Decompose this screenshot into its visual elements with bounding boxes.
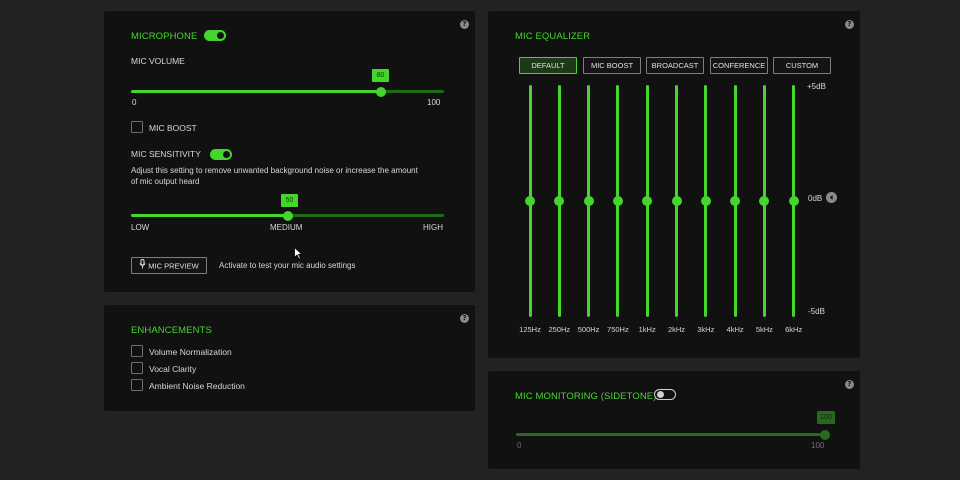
mic-volume-min-label: 0 xyxy=(132,98,137,107)
preset-broadcast-button[interactable]: BROADCAST xyxy=(646,57,704,74)
eq-band-frequency-label: 4kHz xyxy=(726,325,744,334)
eq-band-frequency-label: 500Hz xyxy=(577,325,600,334)
mic-monitoring-min-label: 0 xyxy=(517,441,522,450)
eq-band-frequency-label: 2kHz xyxy=(667,325,686,334)
mic-sensitivity-description-line2: of mic output heard xyxy=(131,177,200,186)
eq-band-frequency-label: 3kHz xyxy=(697,325,715,334)
mic-preview-button[interactable]: MIC PREVIEW xyxy=(131,257,207,274)
eq-zero-db-label: 0dB xyxy=(808,194,823,203)
mic-equalizer-title: MIC EQUALIZER xyxy=(515,31,591,42)
eq-band-frequency-label: 125Hz xyxy=(519,325,541,334)
eq-top-db-label: +5dB xyxy=(807,82,826,91)
mic-preview-button-label: MIC PREVIEW xyxy=(148,261,199,271)
mic-volume-fill xyxy=(131,90,382,93)
toggle-knob xyxy=(217,32,224,39)
mic-sensitivity-low-label: LOW xyxy=(131,223,150,232)
eq-band-thumb[interactable] xyxy=(700,196,711,206)
eq-band-thumb[interactable] xyxy=(730,196,741,206)
mic-sensitivity-toggle[interactable] xyxy=(210,149,232,160)
mic-volume-slider[interactable] xyxy=(131,90,444,93)
eq-band-frequency-label: 250Hz xyxy=(548,325,571,334)
help-icon[interactable]: ? xyxy=(845,380,854,389)
toggle-knob xyxy=(223,151,230,158)
mic-preview-hint: Activate to test your mic audio settings xyxy=(219,261,356,270)
mic-sensitivity-thumb[interactable] xyxy=(282,210,293,221)
volume-normalization-checkbox[interactable] xyxy=(131,345,143,357)
mic-sensitivity-value-badge: 50 xyxy=(281,194,298,207)
mic-sensitivity-label: MIC SENSITIVITY xyxy=(131,149,201,159)
mic-sensitivity-medium-label: MEDIUM xyxy=(270,223,303,232)
eq-reset-arrow-icon[interactable] xyxy=(826,192,837,203)
mic-volume-value-badge: 80 xyxy=(372,69,389,82)
mic-sensitivity-fill xyxy=(131,214,288,217)
eq-band-thumb[interactable] xyxy=(671,196,682,206)
eq-band-frequency-label: 1kHz xyxy=(638,325,656,334)
toggle-knob xyxy=(656,390,664,398)
mouse-cursor-icon xyxy=(294,246,304,265)
eq-band-thumb[interactable] xyxy=(759,196,770,206)
ambient-noise-reduction-label: Ambient Noise Reduction xyxy=(149,381,245,391)
mic-volume-thumb[interactable] xyxy=(376,86,387,97)
mic-monitoring-thumb[interactable] xyxy=(820,429,830,440)
mic-monitoring-value-badge: 100 xyxy=(817,411,835,424)
enhancements-title: ENHANCEMENTS xyxy=(131,325,212,336)
volume-normalization-label: Volume Normalization xyxy=(149,347,232,357)
eq-band-frequency-label: 6kHz xyxy=(785,325,803,334)
mic-monitoring-panel: ? MIC MONITORING (SIDETONE) 100 0 100 xyxy=(488,371,860,469)
help-icon[interactable]: ? xyxy=(845,20,854,29)
mic-monitoring-toggle[interactable] xyxy=(654,389,676,400)
mic-monitoring-fill xyxy=(516,433,825,436)
mic-volume-max-label: 100 xyxy=(427,98,441,107)
microphone-panel: ? MICROPHONE MIC VOLUME 80 0 100 MIC BOO… xyxy=(104,11,475,292)
help-icon[interactable]: ? xyxy=(460,20,469,29)
vocal-clarity-label: Vocal Clarity xyxy=(149,364,197,374)
eq-band-thumb[interactable] xyxy=(554,196,565,206)
mic-equalizer-panel: ? MIC EQUALIZER DEFAULT MIC BOOST BROADC… xyxy=(488,11,860,358)
eq-band-thumb[interactable] xyxy=(788,196,799,206)
mic-boost-checkbox[interactable] xyxy=(131,121,143,133)
eq-band-frequency-label: 750Hz xyxy=(607,325,629,334)
preset-default-button[interactable]: DEFAULT xyxy=(519,57,577,74)
preset-custom-button[interactable]: CUSTOM xyxy=(773,57,831,74)
vocal-clarity-checkbox[interactable] xyxy=(131,362,143,374)
eq-band-thumb[interactable] xyxy=(642,196,653,206)
microphone-toggle[interactable] xyxy=(204,30,226,41)
mic-monitoring-slider[interactable] xyxy=(516,433,825,436)
preset-mic-boost-button[interactable]: MIC BOOST xyxy=(583,57,641,74)
mic-monitoring-title: MIC MONITORING (SIDETONE) xyxy=(515,391,657,402)
microphone-icon xyxy=(139,258,146,274)
eq-bottom-db-label: -5dB xyxy=(808,307,825,316)
eq-band-thumb[interactable] xyxy=(525,196,535,206)
mic-boost-label: MIC BOOST xyxy=(149,123,197,133)
help-icon[interactable]: ? xyxy=(460,314,469,323)
eq-band-thumb[interactable] xyxy=(612,196,623,206)
mic-volume-label: MIC VOLUME xyxy=(131,56,185,66)
eq-band-thumb[interactable] xyxy=(583,196,594,206)
microphone-title: MICROPHONE xyxy=(131,31,198,42)
preset-conference-button[interactable]: CONFERENCE xyxy=(710,57,768,74)
enhancements-panel: ? ENHANCEMENTS Volume Normalization Voca… xyxy=(104,305,475,411)
mic-sensitivity-high-label: HIGH xyxy=(423,223,443,232)
mic-monitoring-max-label: 100 xyxy=(811,441,825,450)
eq-band-frequency-label: 5kHz xyxy=(755,325,773,334)
ambient-noise-reduction-checkbox[interactable] xyxy=(131,379,143,391)
mic-sensitivity-description-line1: Adjust this setting to remove unwanted b… xyxy=(131,166,418,175)
